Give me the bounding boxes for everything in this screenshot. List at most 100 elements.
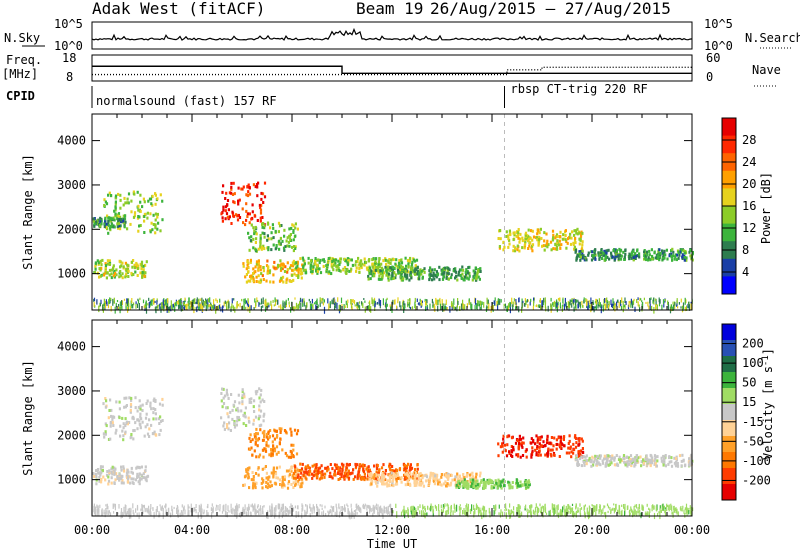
scatter-cell [369,302,370,304]
echo-cell [310,264,312,267]
echo-cell [393,470,395,473]
echo-cell [106,276,108,279]
scatter-cell [439,298,440,303]
scatter-cell [514,298,515,301]
scatter-cell [642,508,643,511]
scatter-cell [240,303,241,308]
echo-cell [249,212,251,215]
echo-cell [565,234,567,237]
echo-cell [301,482,303,485]
echo-cell [581,232,583,235]
echo-cell [300,269,302,272]
echo-cell [262,399,264,402]
echo-cell [414,270,416,273]
scatter-cell [608,506,609,509]
echo-cell [475,266,477,269]
echo-cell [116,222,118,225]
echo-cell [407,259,409,262]
scatter-cell [109,297,110,303]
echo-cell [140,210,142,213]
echo-cell [144,200,146,203]
scatter-cell [223,305,224,308]
echo-cell [287,487,289,490]
echo-cell [631,252,633,255]
echo-cell [278,248,280,251]
echo-cell [431,278,433,281]
echo-cell [552,230,554,233]
echo-cell [222,184,224,187]
scatter-cell [479,508,480,512]
echo-cell [472,479,474,482]
scatter-cell [645,302,646,304]
echo-cell [265,485,267,488]
echo-cell [242,262,244,265]
echo-cell [330,475,332,478]
scatter-cell [249,305,250,308]
echo-cell [274,482,276,485]
echo-cell [142,404,144,407]
scatter-cell [498,301,499,305]
echo-cell [154,226,156,229]
echo-cell [678,254,680,257]
scatter-cell [552,504,553,509]
echo-cell [273,236,275,239]
echo-cell [247,476,249,479]
echo-cell [289,238,291,241]
scatter-cell [443,303,444,306]
scatter-cell [283,504,284,510]
echo-cell [245,406,247,409]
scatter-cell [203,300,204,302]
echo-cell [233,215,235,218]
echo-cell [240,409,242,412]
scatter-cell [257,506,258,509]
echo-cell [153,399,155,402]
echo-cell [115,429,117,432]
echo-cell [417,468,419,471]
scatter-cell [457,305,458,308]
scatter-cell [527,304,528,308]
scatter-cell [408,509,409,512]
station-title: Adak West (fitACF) [92,0,265,18]
echo-cell [334,463,336,466]
scatter-cell [688,302,689,309]
echo-cell [566,452,568,455]
scatter-cell [259,303,260,305]
echo-cell [252,203,254,206]
scatter-cell [649,298,650,304]
scatter-cell [208,298,209,302]
echo-cell [255,226,257,229]
echo-cell [243,265,245,268]
scatter-cell [219,305,220,309]
echo-cell [222,405,224,408]
echo-cell [500,481,502,484]
echo-cell [456,484,458,487]
scatter-cell [466,508,467,511]
echo-cell [124,275,126,278]
scatter-cell [568,304,569,308]
echo-cell [229,411,231,414]
echo-cell [543,231,545,234]
scatter-cell [579,503,580,506]
echo-cell [334,469,336,472]
scatter-cell [440,304,441,310]
echo-cell [493,484,495,487]
scatter-cell [220,307,221,312]
scatter-cell [231,504,232,508]
echo-cell [377,464,379,467]
echo-cell [456,279,458,282]
echo-cell [104,217,106,220]
echo-cell [554,243,556,246]
scatter-cell [137,299,138,301]
scatter-cell [97,508,98,510]
scatter-cell [548,306,549,312]
echo-cell [252,485,254,488]
echo-cell [634,252,636,255]
echo-cell [570,237,572,240]
scatter-cell [674,302,675,306]
scatter-cell [307,509,308,514]
colorbar-tick-label: 28 [742,133,756,147]
echo-cell [364,258,366,261]
echo-cell [220,392,222,395]
echo-cell [522,239,524,242]
scatter-cell [569,506,570,510]
